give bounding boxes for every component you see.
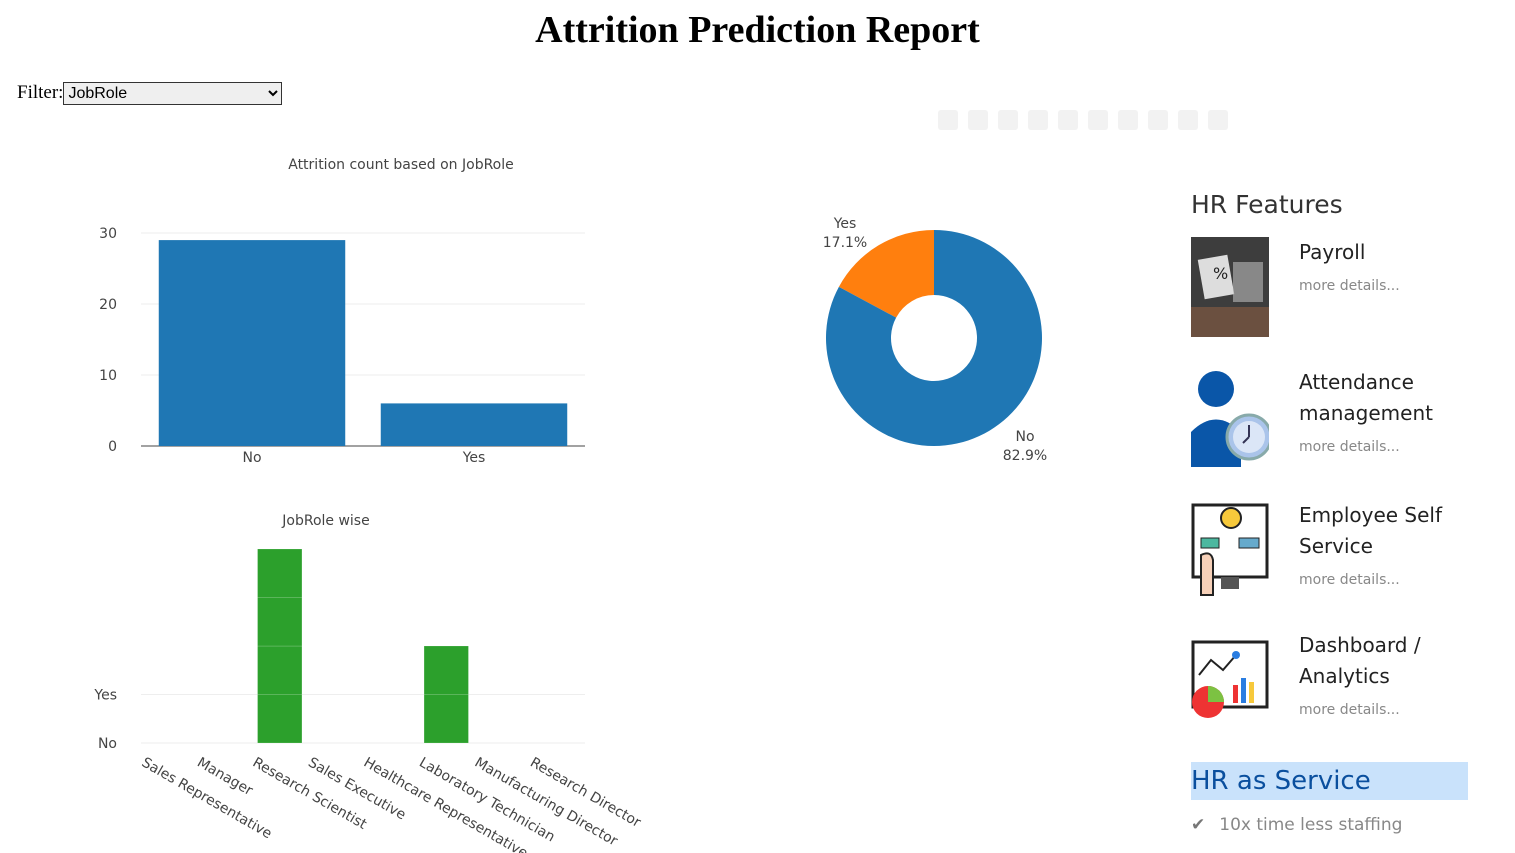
more-details-link[interactable]: more details...	[1299, 278, 1400, 294]
hr-features-panel: HR Features % Payroll more details... Att…	[1191, 190, 1491, 835]
autoscale-icon[interactable]	[1148, 110, 1168, 130]
zoom-in-icon[interactable]	[1088, 110, 1108, 130]
x-tick-label: No	[242, 450, 261, 466]
y-tick-label: Yes	[93, 688, 117, 704]
y-tick-label: 30	[99, 226, 117, 242]
feature-title: Employee Self Service	[1299, 503, 1443, 558]
more-details-link[interactable]: more details...	[1299, 439, 1400, 455]
bar-segment	[257, 597, 303, 647]
check-icon: ✔	[1191, 815, 1206, 835]
zoom-icon[interactable]	[968, 110, 988, 130]
dashboard-image	[1191, 640, 1269, 718]
box-select-icon[interactable]	[1028, 110, 1048, 130]
bar-segment	[423, 694, 469, 744]
bar-segment	[257, 645, 303, 695]
filter-label: Filter:	[17, 82, 64, 103]
bar-segment	[257, 548, 303, 598]
lasso-icon[interactable]	[1058, 110, 1078, 130]
home-icon[interactable]	[1178, 110, 1198, 130]
y-tick-label: No	[98, 736, 117, 752]
pie-slice-no	[826, 230, 1042, 446]
camera-icon[interactable]	[938, 110, 958, 130]
y-tick-label: 0	[108, 439, 117, 455]
chart-title: Attrition count based on JobRole	[288, 157, 514, 173]
pie-percent-yes: 17.1%	[823, 235, 867, 251]
feature-self-service[interactable]: Employee Self Service more details...	[1191, 500, 1442, 600]
y-tick-label: 10	[99, 368, 117, 384]
more-details-link[interactable]: more details...	[1299, 572, 1400, 588]
bar-segment	[423, 645, 469, 695]
pie-percent-no: 82.9%	[1003, 448, 1047, 464]
x-tick-label: Yes	[462, 450, 486, 466]
feature-title: Attendance management	[1299, 370, 1433, 425]
chart-title: JobRole wise	[281, 513, 369, 529]
feature-title: Payroll	[1299, 240, 1366, 264]
service-bullet: ✔ 10x time less staffing	[1191, 815, 1403, 835]
plot-modebar	[938, 110, 1228, 130]
pie-slice-yes	[838, 230, 934, 318]
payroll-image: %	[1191, 237, 1269, 337]
hr-as-service-heading: HR as Service	[1191, 762, 1468, 800]
attrition-bar-chart: Attrition count based on JobRole 0 10 20 30 N…	[99, 157, 585, 466]
attendance-image	[1191, 371, 1269, 467]
page-title: Attrition Prediction Report	[535, 9, 980, 51]
pie-label-yes: Yes	[833, 216, 857, 232]
more-details-link[interactable]: more details...	[1299, 702, 1400, 718]
filter-select[interactable]: JobRole	[63, 82, 283, 105]
svg-text:%: %	[1213, 264, 1228, 283]
attrition-pie-chart: Yes 17.1% No 82.9%	[823, 216, 1047, 464]
plotly-logo-icon[interactable]	[1208, 110, 1228, 130]
feature-payroll[interactable]: % Payroll more details...	[1191, 237, 1400, 337]
feature-attendance[interactable]: Attendance management more details...	[1191, 367, 1433, 467]
bar-no	[158, 240, 346, 446]
feature-dashboard[interactable]: Dashboard / Analytics more details...	[1191, 630, 1421, 730]
filter: Filter: JobRole	[17, 82, 283, 105]
pan-icon[interactable]	[998, 110, 1018, 130]
pie-label-no: No	[1015, 429, 1034, 445]
hr-features-heading: HR Features	[1191, 190, 1343, 219]
self-service-image	[1191, 503, 1269, 596]
bar-segment	[257, 694, 303, 744]
y-tick-label: 20	[99, 297, 117, 313]
zoom-out-icon[interactable]	[1118, 110, 1138, 130]
feature-title: Dashboard / Analytics	[1299, 633, 1421, 688]
bar-yes	[380, 403, 568, 446]
